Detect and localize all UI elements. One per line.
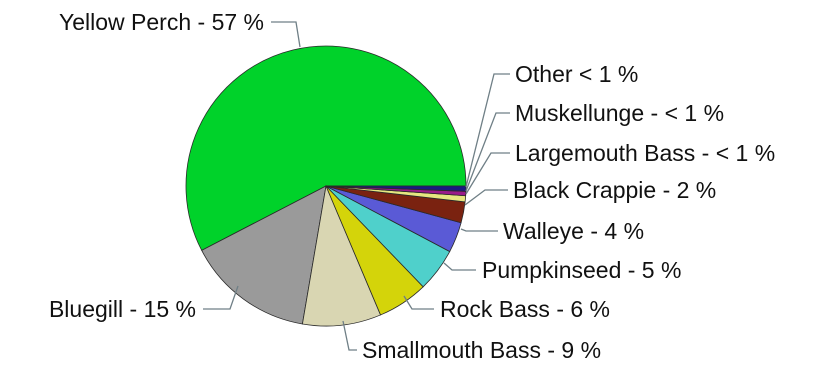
- leader-line-smallmouth-bass: [342, 320, 357, 351]
- leader-line-yellow-perch: [271, 21, 301, 48]
- leader-line-rock-bass: [403, 295, 434, 310]
- slice-label-muskellunge: Muskellunge - < 1 %: [515, 100, 724, 126]
- slice-label-largemouth-bass: Largemouth Bass - < 1 %: [515, 140, 775, 166]
- slice-label-black-crappie: Black Crappie - 2 %: [513, 177, 716, 203]
- leader-line-pumpkinseed: [443, 262, 476, 271]
- leader-line-largemouth-bass: [465, 152, 510, 195]
- pie-slice-bluegill: [201, 185, 327, 325]
- leader-line-bluegill: [203, 285, 239, 310]
- slice-label-smallmouth-bass: Smallmouth Bass - 9 %: [362, 337, 601, 362]
- slice-label-yellow-perch: Yellow Perch - 57 %: [59, 9, 264, 35]
- leader-line-other: [465, 73, 510, 188]
- slice-label-pumpkinseed: Pumpkinseed - 5 %: [482, 257, 681, 283]
- pie-slice-smallmouth-bass: [301, 184, 382, 327]
- leader-line-black-crappie: [464, 189, 508, 206]
- slice-label-walleye: Walleye - 4 %: [503, 218, 644, 244]
- leader-line-walleye: [460, 228, 498, 232]
- pie-slice-yellow-perch: [185, 45, 467, 251]
- slice-label-bluegill: Bluegill - 15 %: [49, 296, 196, 322]
- leader-line-muskellunge: [465, 112, 510, 192]
- slice-label-other: Other < 1 %: [515, 61, 638, 87]
- slice-label-rock-bass: Rock Bass - 6 %: [440, 296, 610, 322]
